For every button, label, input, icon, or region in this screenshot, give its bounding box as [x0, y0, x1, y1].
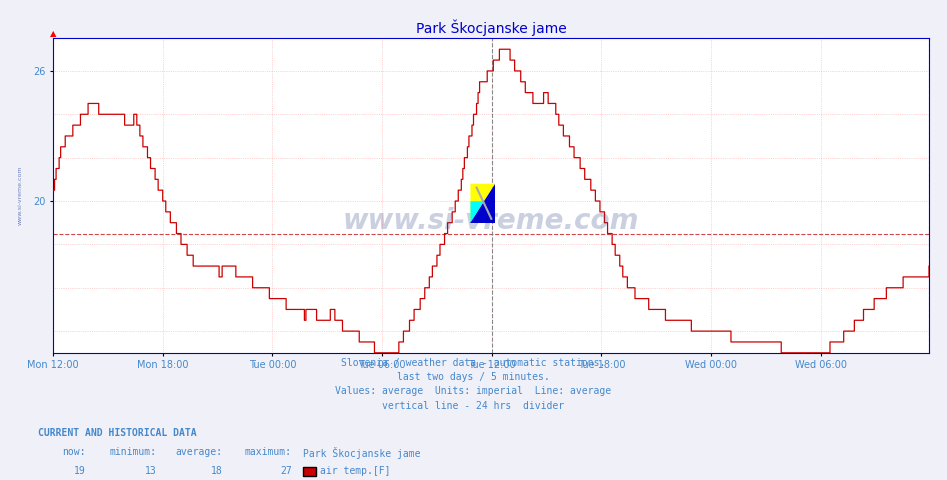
Text: www.si-vreme.com: www.si-vreme.com [343, 207, 639, 235]
Polygon shape [471, 184, 495, 223]
Text: ▲: ▲ [50, 29, 56, 38]
Title: Park Škocjanske jame: Park Škocjanske jame [416, 19, 566, 36]
Text: 13: 13 [145, 466, 156, 476]
Text: last two days / 5 minutes.: last two days / 5 minutes. [397, 372, 550, 382]
Text: 18: 18 [211, 466, 223, 476]
Text: Slovenia / weather data - automatic stations.: Slovenia / weather data - automatic stat… [341, 358, 606, 368]
Polygon shape [471, 184, 495, 223]
Text: vertical line - 24 hrs  divider: vertical line - 24 hrs divider [383, 401, 564, 411]
Text: maximum:: maximum: [244, 447, 292, 457]
Polygon shape [471, 201, 484, 223]
Text: minimum:: minimum: [109, 447, 156, 457]
Text: now:: now: [62, 447, 85, 457]
Text: Park Škocjanske jame: Park Škocjanske jame [303, 447, 420, 459]
Text: 19: 19 [74, 466, 85, 476]
Text: air temp.[F]: air temp.[F] [320, 466, 390, 476]
Text: 27: 27 [280, 466, 292, 476]
Text: CURRENT AND HISTORICAL DATA: CURRENT AND HISTORICAL DATA [38, 428, 197, 438]
Text: Values: average  Units: imperial  Line: average: Values: average Units: imperial Line: av… [335, 386, 612, 396]
Text: www.si-vreme.com: www.si-vreme.com [17, 166, 22, 225]
Text: average:: average: [175, 447, 223, 457]
